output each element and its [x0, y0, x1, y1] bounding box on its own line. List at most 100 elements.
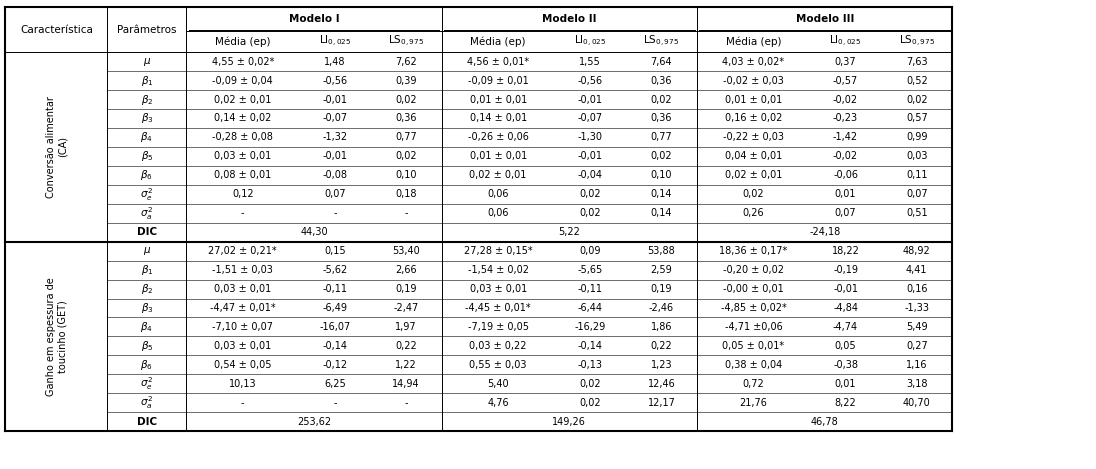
Text: Parâmetros: Parâmetros	[117, 24, 176, 35]
Text: 21,76: 21,76	[740, 398, 767, 408]
Text: $\beta_1$: $\beta_1$	[140, 74, 153, 88]
Text: $\sigma^2_e$: $\sigma^2_e$	[140, 375, 153, 392]
Text: Média (ep): Média (ep)	[726, 37, 781, 47]
Text: -0,00 ± 0,01: -0,00 ± 0,01	[723, 284, 784, 294]
Text: 1,23: 1,23	[651, 360, 672, 370]
Text: 3,18: 3,18	[906, 379, 927, 389]
Text: 0,03 ± 0,01: 0,03 ± 0,01	[469, 284, 527, 294]
Text: 0,36: 0,36	[651, 113, 672, 123]
Text: -6,49: -6,49	[322, 303, 347, 313]
Text: 0,02: 0,02	[580, 189, 601, 199]
Text: LI$_{0,025}$: LI$_{0,025}$	[319, 34, 351, 49]
Text: 0,19: 0,19	[396, 284, 416, 294]
Text: 53,88: 53,88	[648, 246, 675, 256]
Text: 18,22: 18,22	[832, 246, 859, 256]
Text: 0,09: 0,09	[580, 246, 601, 256]
Text: 0,11: 0,11	[906, 170, 927, 180]
Text: -7,10 ± 0,07: -7,10 ± 0,07	[213, 322, 273, 332]
Text: -: -	[404, 208, 408, 218]
Text: -1,30: -1,30	[578, 132, 603, 143]
Text: 0,10: 0,10	[651, 170, 672, 180]
Text: 2,66: 2,66	[396, 265, 416, 275]
Text: $\beta_2$: $\beta_2$	[140, 92, 153, 106]
Text: LS$_{0,975}$: LS$_{0,975}$	[388, 34, 424, 49]
Text: 0,07: 0,07	[906, 189, 927, 199]
Text: 0,36: 0,36	[396, 113, 416, 123]
Text: -0,20 ± 0,02: -0,20 ± 0,02	[723, 265, 784, 275]
Text: 0,15: 0,15	[324, 246, 345, 256]
Text: 0,51: 0,51	[906, 208, 927, 218]
Text: 0,99: 0,99	[906, 132, 927, 143]
Text: -24,18: -24,18	[809, 227, 841, 237]
Text: $\beta_4$: $\beta_4$	[140, 130, 153, 144]
Text: -7,19 ± 0,05: -7,19 ± 0,05	[468, 322, 528, 332]
Text: Média (ep): Média (ep)	[215, 37, 271, 47]
Text: -0,02: -0,02	[833, 95, 858, 105]
Text: 0,02: 0,02	[580, 398, 601, 408]
Text: -4,71 ±0,06: -4,71 ±0,06	[724, 322, 783, 332]
Text: -4,84: -4,84	[833, 303, 858, 313]
Text: 0,07: 0,07	[835, 208, 856, 218]
Text: 0,16: 0,16	[906, 284, 927, 294]
Text: -0,56: -0,56	[322, 76, 347, 85]
Text: -2,47: -2,47	[393, 303, 419, 313]
Text: 0,16 ± 0,02: 0,16 ± 0,02	[724, 113, 783, 123]
Text: -5,65: -5,65	[578, 265, 603, 275]
Text: Característica: Característica	[20, 24, 93, 35]
Text: $\beta_3$: $\beta_3$	[140, 112, 153, 126]
Text: -0,56: -0,56	[578, 76, 603, 85]
Text: -0,26 ± 0,06: -0,26 ± 0,06	[468, 132, 528, 143]
Text: LI$_{0,025}$: LI$_{0,025}$	[830, 34, 861, 49]
Text: 0,22: 0,22	[396, 341, 416, 351]
Text: -0,01: -0,01	[578, 95, 603, 105]
Text: 4,55 ± 0,02*: 4,55 ± 0,02*	[212, 57, 274, 67]
Text: 0,14: 0,14	[651, 189, 672, 199]
Text: 7,63: 7,63	[906, 57, 927, 67]
Text: -0,23: -0,23	[833, 113, 858, 123]
Text: 0,02: 0,02	[396, 151, 416, 161]
Text: 8,22: 8,22	[835, 398, 856, 408]
Text: 0,18: 0,18	[396, 189, 416, 199]
Text: $\beta_5$: $\beta_5$	[140, 149, 153, 163]
Text: $\mu$: $\mu$	[142, 245, 151, 257]
Text: 0,01 ± 0,01: 0,01 ± 0,01	[469, 151, 527, 161]
Text: 1,86: 1,86	[651, 322, 672, 332]
Text: -4,85 ± 0,02*: -4,85 ± 0,02*	[721, 303, 786, 313]
Text: 0,52: 0,52	[906, 76, 927, 85]
Text: 0,05: 0,05	[835, 341, 856, 351]
Text: 0,14 ± 0,01: 0,14 ± 0,01	[469, 113, 527, 123]
Text: 0,02: 0,02	[396, 95, 416, 105]
Text: 0,02: 0,02	[743, 189, 764, 199]
Text: 0,54 ± 0,05: 0,54 ± 0,05	[214, 360, 272, 370]
Text: -2,46: -2,46	[649, 303, 674, 313]
Text: 0,77: 0,77	[396, 132, 416, 143]
Text: $\sigma^2_e$: $\sigma^2_e$	[140, 186, 153, 203]
Text: $\beta_3$: $\beta_3$	[140, 301, 153, 315]
Text: $\mu$: $\mu$	[142, 56, 151, 68]
Text: -4,47 ± 0,01*: -4,47 ± 0,01*	[210, 303, 275, 313]
Text: -0,08: -0,08	[322, 170, 347, 180]
Text: 0,39: 0,39	[396, 76, 416, 85]
Text: 0,03 ± 0,01: 0,03 ± 0,01	[214, 341, 272, 351]
Text: 0,02 ± 0,01: 0,02 ± 0,01	[469, 170, 527, 180]
Text: 44,30: 44,30	[300, 227, 328, 237]
Text: 0,22: 0,22	[651, 341, 672, 351]
Text: -0,12: -0,12	[322, 360, 347, 370]
Text: -1,54 ± 0,02: -1,54 ± 0,02	[468, 265, 528, 275]
Text: -1,51 ± 0,03: -1,51 ± 0,03	[213, 265, 273, 275]
Text: LS$_{0,975}$: LS$_{0,975}$	[643, 34, 680, 49]
Text: 0,55 ± 0,03: 0,55 ± 0,03	[469, 360, 527, 370]
Text: 0,03 ± 0,22: 0,03 ± 0,22	[469, 341, 527, 351]
Text: 0,02: 0,02	[906, 95, 927, 105]
Text: -0,06: -0,06	[833, 170, 858, 180]
Text: 53,40: 53,40	[392, 246, 420, 256]
Text: -0,11: -0,11	[322, 284, 347, 294]
Text: 1,22: 1,22	[396, 360, 416, 370]
Text: -0,19: -0,19	[833, 265, 858, 275]
Text: -16,07: -16,07	[319, 322, 351, 332]
Text: 0,03: 0,03	[906, 151, 927, 161]
Text: -0,09 ± 0,01: -0,09 ± 0,01	[468, 76, 528, 85]
Text: $\beta_5$: $\beta_5$	[140, 339, 153, 353]
Text: Conversão alimentar
(CA): Conversão alimentar (CA)	[46, 96, 67, 198]
Text: -0,22 ± 0,03: -0,22 ± 0,03	[723, 132, 784, 143]
